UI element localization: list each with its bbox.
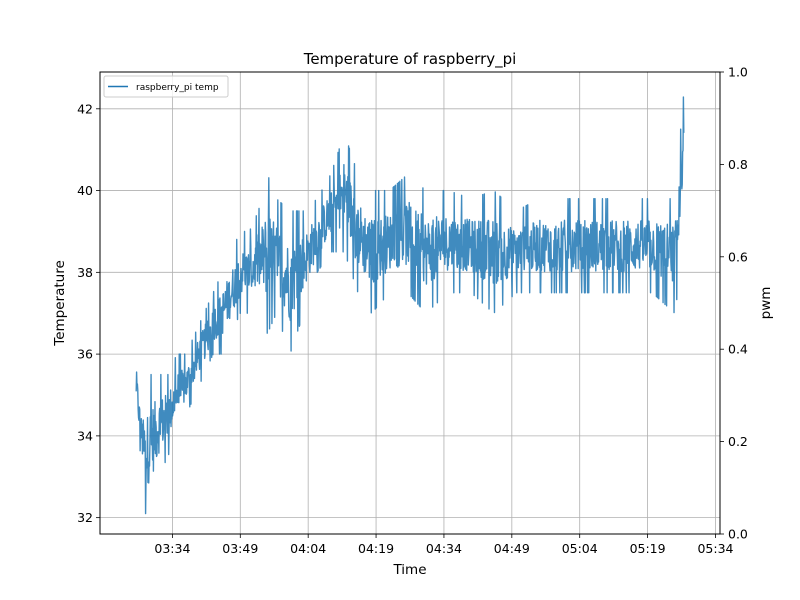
axes-layer: 03:34 03:49 04:04 04:19 04:34 04:49 05:04 05:19… [77,65,748,557]
plot-frame [99,71,721,535]
x-tick-label: 03:34 [154,541,190,556]
x-tick-label: 05:04 [562,541,598,556]
y2-tick-label: 0.2 [728,434,748,449]
x-tick-label: 04:04 [290,541,326,556]
y2-axis-label: pwm [758,287,774,320]
chart-title: Temperature of raspberry_pi [303,50,517,69]
y-tick-label: 36 [77,347,93,362]
y-tick-label: 34 [77,428,93,443]
x-tick-label: 05:19 [630,541,666,556]
y-tick-label: 32 [77,510,93,525]
x-tick-label: 04:19 [358,541,394,556]
data-layer [135,96,685,515]
y2-tick-label: 1.0 [728,65,748,80]
x-tick-label: 05:34 [697,541,733,556]
x-tick-label: 03:49 [222,541,258,556]
y-tick-label: 40 [77,183,93,198]
y2-tick-label: 0.0 [728,527,748,542]
y-tick-label: 38 [77,265,93,280]
y-axis-label: Temperature [52,260,68,347]
y2-tick-label: 0.8 [728,157,748,172]
series-line-temp [135,96,685,515]
legend-label: raspberry_pi temp [136,83,219,93]
grid-layer [100,72,720,534]
x-tick-label: 04:34 [426,541,462,556]
y2-tick-label: 0.6 [728,249,748,264]
legend: raspberry_pi temp [103,75,229,98]
plot-area [100,72,720,534]
y-tick-label: 42 [77,101,93,116]
y2-tick-label: 0.4 [728,342,748,357]
legend-box [103,75,229,98]
x-tick-label: 04:49 [494,541,530,556]
x-axis-label: Time [392,562,426,578]
